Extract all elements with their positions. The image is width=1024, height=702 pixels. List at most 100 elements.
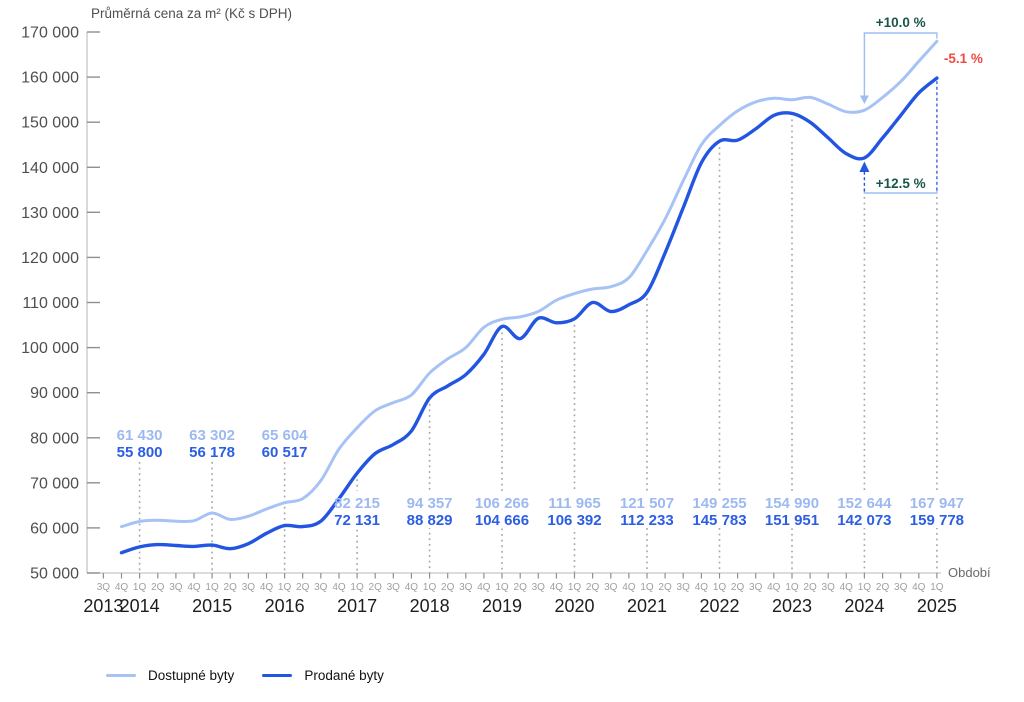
sold-value-label: 72 131 <box>334 512 380 529</box>
quarter-tick-label: 4Q <box>550 582 564 593</box>
quarter-tick-label: 2Q <box>876 582 890 593</box>
quarter-tick-label: 2Q <box>441 582 455 593</box>
sold-value-label: 159 778 <box>910 512 964 529</box>
quarter-tick-label: 2Q <box>151 582 165 593</box>
available-value-label: 111 965 <box>548 495 601 512</box>
available-value-label: 167 947 <box>910 495 964 512</box>
y-tick-label: 110 000 <box>22 295 79 312</box>
quarter-tick-label: 3Q <box>169 582 183 593</box>
available-value-label: 82 215 <box>334 495 380 512</box>
quarter-tick-label: 1Q <box>858 582 872 593</box>
legend-item-dostupne-byty: Dostupné byty <box>106 668 234 683</box>
available-value-label: 65 604 <box>262 427 309 444</box>
y-tick-label: 80 000 <box>30 430 79 447</box>
available-value-label: 149 255 <box>692 495 746 512</box>
quarter-tick-label: 4Q <box>912 582 926 593</box>
legend-swatch-dostupne-icon <box>106 674 136 677</box>
quarter-tick-label: 3Q <box>97 582 111 593</box>
quarter-tick-label: 2Q <box>224 582 238 593</box>
available-value-label: 106 266 <box>475 495 529 512</box>
year-tick-label: 2025 <box>917 596 957 616</box>
y-tick-label: 100 000 <box>21 340 79 357</box>
sold-value-label: 145 783 <box>692 512 746 529</box>
y-tick-label: 120 000 <box>21 250 79 267</box>
quarter-tick-label: 2Q <box>514 582 528 593</box>
sold-value-label: 112 233 <box>620 512 673 529</box>
annotations: +10.0 % -5.1 % +12.5 % <box>859 15 983 194</box>
quarter-tick-label: 3Q <box>749 582 763 593</box>
year-tick-label: 2018 <box>410 596 450 616</box>
available-line <box>120 39 939 529</box>
price-trend-chart: 50 000 60 000 70 000 80 000 90 000 100 000 110… <box>21 15 983 617</box>
quarter-tick-label: 4Q <box>332 582 346 593</box>
available-value-label: 121 507 <box>620 495 674 512</box>
quarter-tick-label: 4Q <box>622 582 636 593</box>
sold-value-label: 88 829 <box>407 512 453 529</box>
quarter-tick-label: 4Q <box>260 582 274 593</box>
quarter-tick-label: 3Q <box>604 582 618 593</box>
available-value-label: 63 302 <box>189 427 235 444</box>
y-tick-label: 50 000 <box>30 566 79 583</box>
quarter-tick-label: 2Q <box>803 582 817 593</box>
quarter-tick-label: 1Q <box>205 582 219 593</box>
gap-change-label: -5.1 % <box>944 51 983 66</box>
available-value-label: 154 990 <box>765 495 819 512</box>
year-tick-label: 2023 <box>772 596 812 616</box>
legend-label-prodane: Prodané byty <box>304 668 384 683</box>
year-tick-label: 2024 <box>844 596 884 616</box>
quarter-tick-label: 3Q <box>242 582 256 593</box>
sold-value-label: 60 517 <box>262 444 308 461</box>
available-value-label: 61 430 <box>117 427 163 444</box>
quarter-tick-label: 3Q <box>459 582 473 593</box>
y-tick-label: 150 000 <box>21 115 79 132</box>
series-lines <box>119 39 939 555</box>
legend-label-dostupne: Dostupné byty <box>148 668 235 683</box>
y-tick-label: 130 000 <box>21 205 79 222</box>
quarter-tick-label: 4Q <box>695 582 709 593</box>
available-value-label: 94 357 <box>407 495 453 512</box>
legend-swatch-prodane-icon <box>262 674 293 677</box>
sold-value-label: 104 666 <box>475 512 529 529</box>
sold-change-label: +12.5 % <box>876 176 926 191</box>
axes: 50 000 60 000 70 000 80 000 90 000 100 000 110… <box>21 25 957 617</box>
quarter-tick-label: 1Q <box>495 582 509 593</box>
legend-item-prodane-byty: Prodané byty <box>262 668 384 683</box>
y-tick-label: 160 000 <box>21 70 79 87</box>
quarter-tick-label: 3Q <box>314 582 328 593</box>
quarter-tick-label: 4Q <box>405 582 419 593</box>
y-tick-label: 140 000 <box>21 160 79 177</box>
y-tick-label: 170 000 <box>21 25 79 42</box>
quarter-tick-label: 3Q <box>387 582 401 593</box>
year-tick-label: 2016 <box>265 596 305 616</box>
quarter-tick-label: 3Q <box>532 582 546 593</box>
quarter-tick-label: 1Q <box>278 582 292 593</box>
year-tick-label: 2021 <box>627 596 667 616</box>
y-tick-label: 90 000 <box>30 385 79 402</box>
sold-value-label: 106 392 <box>547 512 601 529</box>
quarter-tick-label: 3Q <box>822 582 836 593</box>
quarter-tick-label: 1Q <box>423 582 437 593</box>
quarter-tick-label: 1Q <box>350 582 364 593</box>
year-tick-label: 2019 <box>482 596 522 616</box>
quarter-tick-label: 1Q <box>133 582 147 593</box>
sold-value-label: 56 178 <box>189 444 235 461</box>
chart-legend: Dostupné byty Prodané byty <box>106 668 384 683</box>
sold-line <box>119 76 939 555</box>
quarter-tick-label: 4Q <box>187 582 201 593</box>
quarter-tick-label: 1Q <box>568 582 582 593</box>
y-axis-title: Průměrná cena za m² (Kč s DPH) <box>91 6 293 21</box>
sold-value-label: 55 800 <box>117 444 163 461</box>
available-value-label: 152 644 <box>837 495 892 512</box>
year-tick-label: 2020 <box>554 596 594 616</box>
quarter-tick-label: 3Q <box>677 582 691 593</box>
year-tick-label: 2015 <box>192 596 232 616</box>
year-tick-label: 2014 <box>120 596 160 616</box>
gridlines <box>138 119 968 573</box>
x-axis-label: Období <box>948 565 991 580</box>
sold-value-label: 142 073 <box>837 512 891 529</box>
quarter-tick-label: 1Q <box>785 582 799 593</box>
quarter-tick-label: 1Q <box>930 582 944 593</box>
quarter-tick-label: 4Q <box>477 582 491 593</box>
